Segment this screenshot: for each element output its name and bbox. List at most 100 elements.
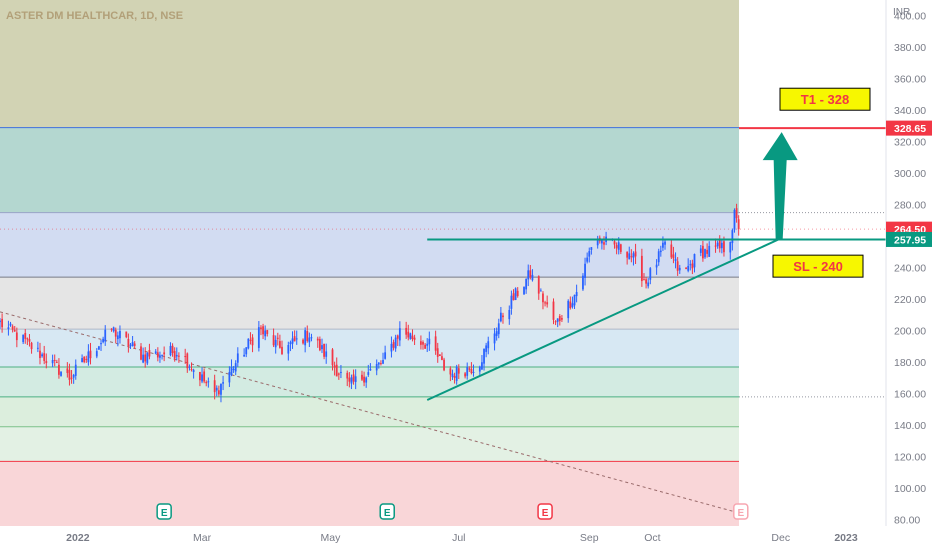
candle-body — [495, 331, 498, 336]
candle-body — [544, 302, 546, 304]
candle — [573, 294, 576, 309]
candlestick-series — [0, 203, 740, 403]
candle-body — [659, 250, 662, 253]
candle — [163, 346, 166, 362]
candle-body — [186, 353, 189, 369]
candle-body — [367, 372, 370, 375]
candle — [245, 347, 248, 358]
candle-body — [512, 293, 515, 301]
candle — [156, 347, 159, 362]
candle — [588, 247, 591, 263]
candle-body — [603, 242, 605, 245]
candle — [7, 320, 10, 336]
candle — [375, 359, 378, 376]
target-box[interactable]: T1 - 328 — [779, 87, 871, 111]
candle-body — [626, 251, 629, 258]
candle-body — [398, 328, 401, 341]
candle-body — [9, 323, 12, 326]
candle-body — [531, 274, 534, 281]
candle-body — [58, 364, 60, 375]
candle-body — [346, 372, 349, 379]
candle — [260, 325, 262, 336]
zone-6 — [0, 426, 739, 462]
candle — [318, 336, 321, 352]
candle — [714, 238, 717, 253]
time-tick-label: Oct — [644, 532, 660, 544]
candle — [409, 332, 412, 340]
candle — [472, 364, 475, 377]
candle — [495, 327, 498, 341]
candle — [43, 345, 46, 365]
candle-body — [525, 278, 528, 290]
candle-body — [632, 253, 635, 258]
long-term-downtrend-line — [0, 311, 741, 514]
candle — [529, 264, 532, 280]
candle — [367, 364, 370, 377]
candle-body — [704, 249, 706, 258]
candle — [323, 343, 325, 360]
stoploss-box[interactable]: SL - 240 — [772, 254, 864, 278]
candle-body — [438, 354, 441, 357]
candle — [15, 327, 18, 348]
target-label: T1 - 328 — [801, 92, 849, 107]
candle-body — [569, 301, 572, 309]
time-axis[interactable]: 2022 Mar May Jul Sep Oct Dec 2023 — [0, 526, 932, 550]
candle-body — [441, 356, 443, 360]
candle-body — [24, 332, 27, 339]
candle-body — [85, 358, 88, 360]
candle — [279, 334, 281, 349]
candle — [708, 241, 711, 257]
candle — [584, 257, 586, 286]
candle-body — [708, 245, 711, 257]
price-tick-label: 80.00 — [894, 515, 920, 527]
candle — [422, 340, 424, 350]
price-tick-label: 340.00 — [894, 105, 926, 117]
target-arrow[interactable] — [762, 132, 798, 240]
time-axis-ticks: 2022 Mar May Jul Sep Oct Dec 2023 — [66, 532, 858, 544]
candle — [39, 342, 41, 365]
candle — [247, 338, 250, 350]
candle-body — [100, 343, 102, 345]
candle — [586, 252, 589, 264]
candle — [199, 371, 201, 387]
candle-body — [361, 374, 363, 380]
price-axis[interactable]: INR 80.00 100.00 120.00 140.00 160.00 180.00 2… — [885, 0, 932, 550]
candle — [678, 264, 681, 274]
ascending-trendline[interactable] — [426, 238, 780, 401]
candle-body — [422, 342, 424, 345]
candle-body — [662, 242, 664, 248]
candle-body — [22, 334, 25, 343]
price-axis-bg — [886, 0, 932, 550]
candle — [735, 203, 738, 223]
candle — [380, 360, 382, 366]
candle-body — [205, 381, 208, 384]
candle-body — [514, 288, 517, 300]
candle-body — [154, 351, 157, 354]
candle-body — [527, 270, 530, 280]
earnings-label: E — [384, 508, 391, 519]
candle — [333, 361, 336, 376]
candle — [243, 348, 246, 357]
candle — [306, 325, 309, 343]
candle-body — [380, 363, 382, 365]
candle — [100, 339, 102, 351]
candle-body — [129, 344, 132, 346]
candle-body — [691, 263, 694, 269]
candle — [98, 345, 100, 350]
candle — [222, 375, 224, 391]
candle-body — [493, 333, 496, 344]
candle — [232, 366, 235, 373]
candle-body — [274, 339, 277, 348]
candle — [691, 259, 694, 275]
candle — [470, 362, 473, 375]
candle-body — [392, 342, 395, 348]
candle — [257, 321, 260, 352]
candle — [426, 338, 429, 353]
candle-body — [60, 371, 62, 376]
candle-body — [228, 372, 231, 383]
candle — [558, 314, 561, 326]
candle-body — [443, 359, 445, 371]
candle — [228, 366, 231, 387]
price-tick-label: 380.00 — [894, 42, 926, 54]
